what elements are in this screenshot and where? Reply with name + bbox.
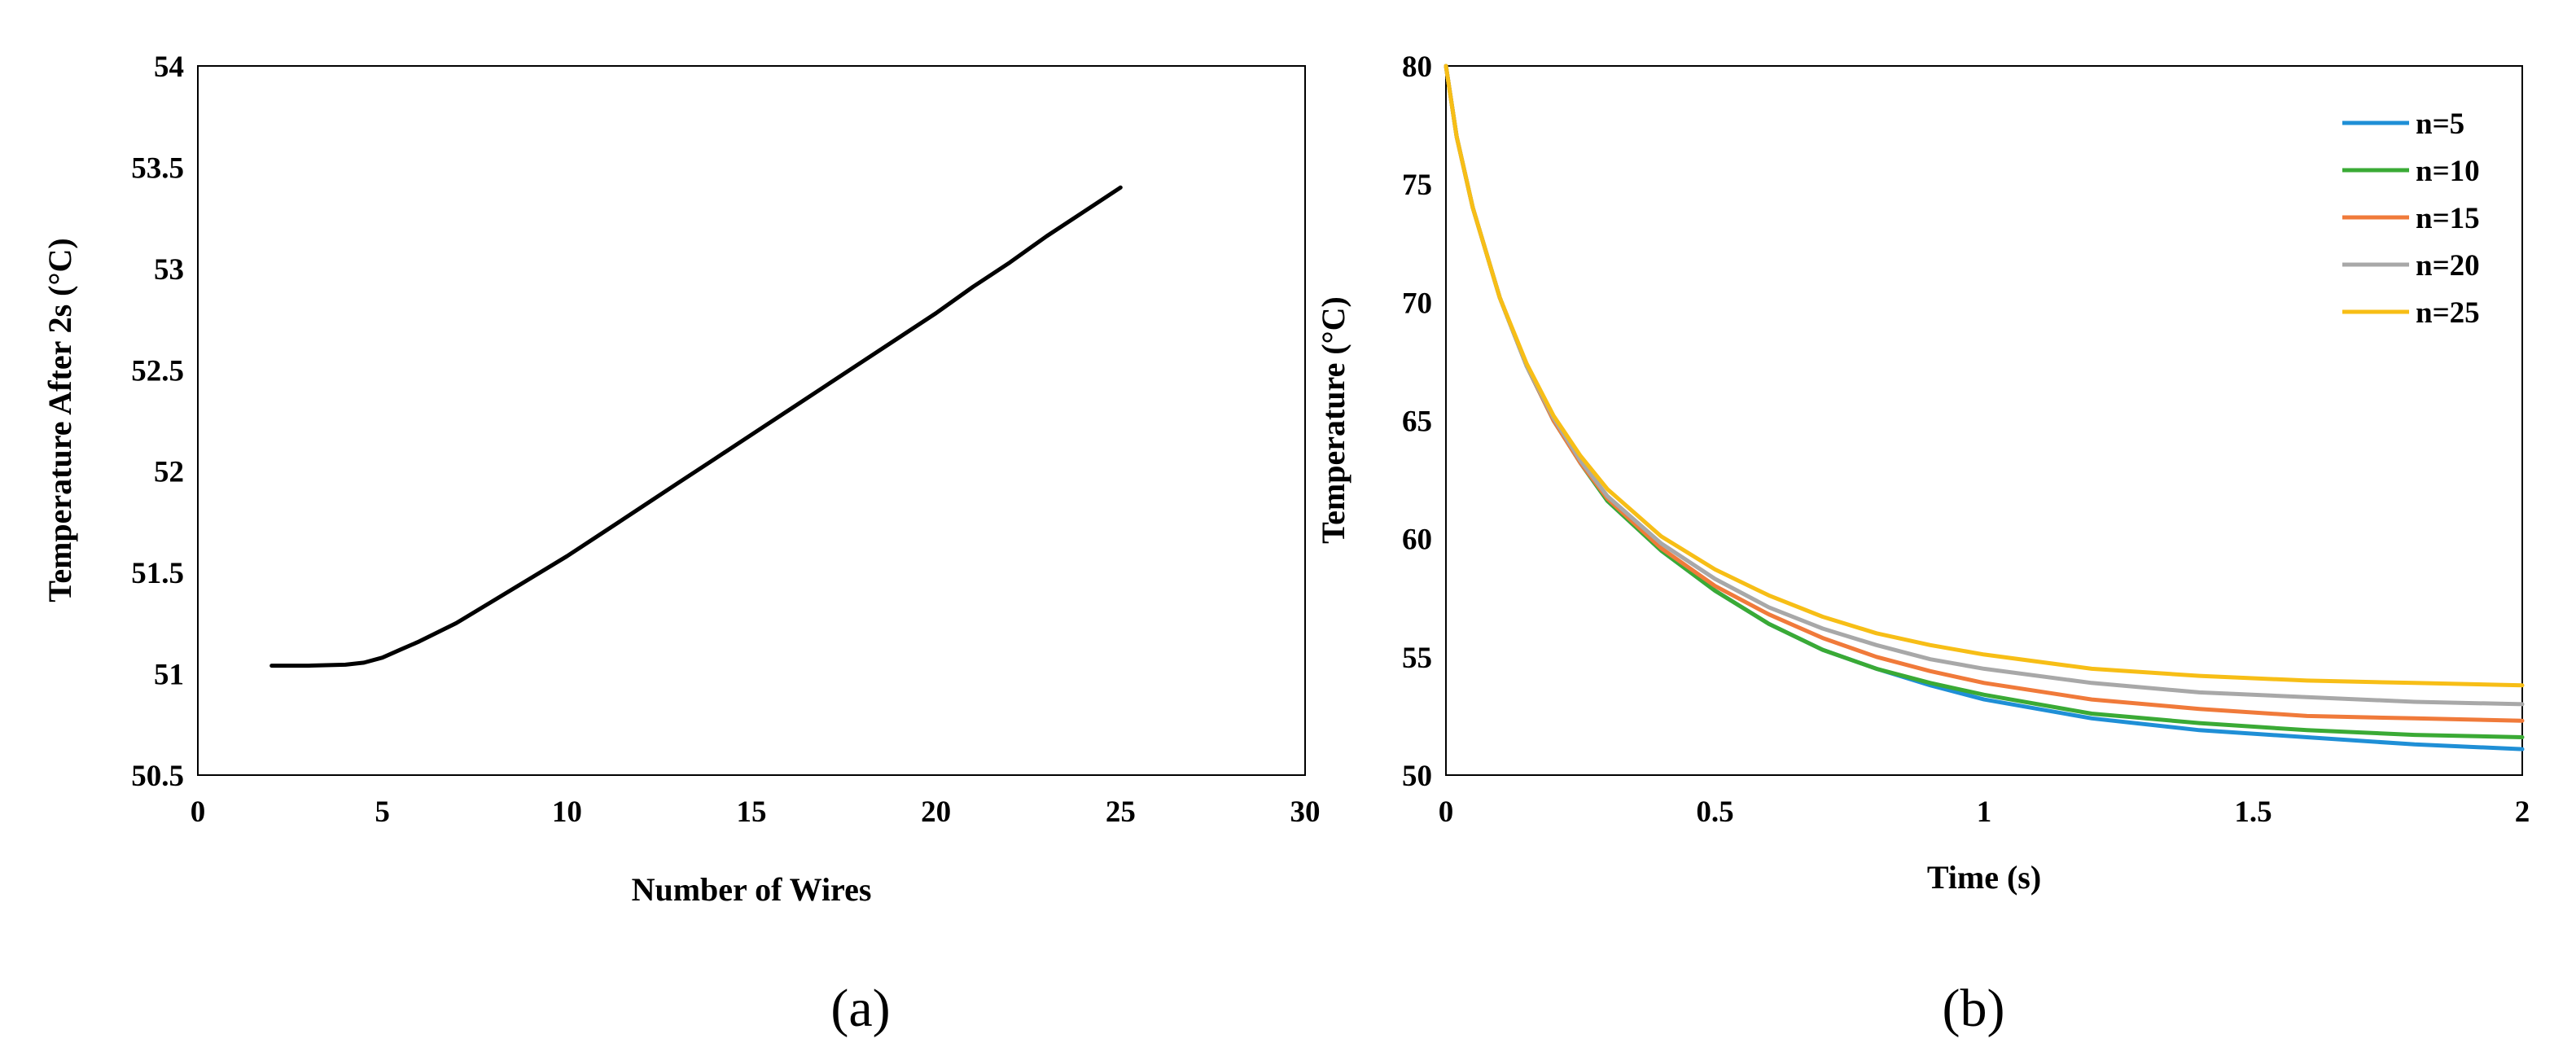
panel-a-x-tick-label: 30 [1290,795,1321,829]
panel-a-x-tick-label: 25 [1106,795,1136,829]
series-line-n-15 [1444,64,2525,723]
panel-a-x-ticks: 0 5 10 15 20 25 30 [191,795,1321,829]
legend-label: n=20 [2416,249,2480,283]
panel-a-series [269,185,1123,668]
panel-a-y-axis-label: Temperature After 2s (°C) [42,238,78,602]
panel-b-y-tick-label: 50 [1402,760,1432,793]
panel-b-x-tick-label: 0 [1439,795,1454,829]
series-line-n-20 [1444,64,2525,707]
panel-a-y-ticks: 50.5 51 51.5 52 52.5 53 53.5 54 [131,50,184,793]
panel-b-label: (b) [1943,979,2005,1038]
panel-b-plot-frame [1445,65,2523,776]
panel-a-y-tick-label: 51 [154,659,184,692]
panel-a-y-tick-label: 52 [154,456,184,489]
panel-b-y-tick-label: 65 [1402,405,1432,439]
panel-a-x-tick-label: 20 [921,795,951,829]
panel-a-label: (a) [830,979,890,1038]
panel-a-chart: 50.5 51 51.5 52 52.5 53 53.5 54 0 5 10 15 20 25 30 Nu… [42,50,1321,1038]
panel-b-x-axis-label: Time (s) [1927,859,2041,896]
panel-a-x-tick-label: 0 [191,795,206,829]
panel-b-series [1444,64,2525,751]
panel-b-x-tick-label: 1 [1977,795,1992,829]
panel-b-y-tick-label: 55 [1402,642,1432,675]
panel-b-x-tick-label: 1.5 [2234,795,2272,829]
panel-b-y-tick-label: 60 [1402,524,1432,557]
panel-b-legend: n=5 n=10 n=15 n=20 n=25 [2342,107,2480,330]
legend-label: n=10 [2416,155,2480,188]
panel-a-x-tick-label: 5 [375,795,390,829]
panel-a-plot-frame [197,65,1306,776]
panel-a-y-tick-label: 51.5 [131,557,184,590]
panel-b-chart: 50 55 60 65 70 75 80 0 0.5 1 1.5 2 n=5 n=10 n=15 n=20… [1315,50,2530,1038]
panel-b-x-tick-label: 2 [2515,795,2530,829]
panel-a-y-tick-label: 53 [154,253,184,287]
panel-b-x-ticks: 0 0.5 1 1.5 2 [1439,795,2530,829]
panel-a-x-axis-label: Number of Wires [632,871,872,908]
panel-b-y-tick-label: 80 [1402,50,1432,84]
panel-b-y-tick-label: 70 [1402,287,1432,320]
series-line-n-25 [1444,64,2525,688]
panel-a-y-tick-label: 53.5 [131,151,184,185]
panel-b-y-axis-label: Temperature (°C) [1315,296,1352,544]
legend-label: n=15 [2416,202,2480,235]
panel-a-y-tick-label: 50.5 [131,760,184,793]
panel-a-x-tick-label: 10 [552,795,582,829]
panel-a-y-tick-label: 54 [154,50,184,84]
legend-label: n=25 [2416,296,2480,330]
panel-b-y-tick-label: 75 [1402,169,1432,202]
series-line-temperature-after-2s [269,185,1123,668]
panel-b-x-tick-label: 0.5 [1696,795,1733,829]
series-line-n-10 [1444,64,2525,739]
panel-a-x-tick-label: 15 [737,795,767,829]
panel-b-y-ticks: 50 55 60 65 70 75 80 [1402,50,1432,793]
panel-a-y-tick-label: 52.5 [131,354,184,388]
legend-label: n=5 [2416,107,2464,141]
